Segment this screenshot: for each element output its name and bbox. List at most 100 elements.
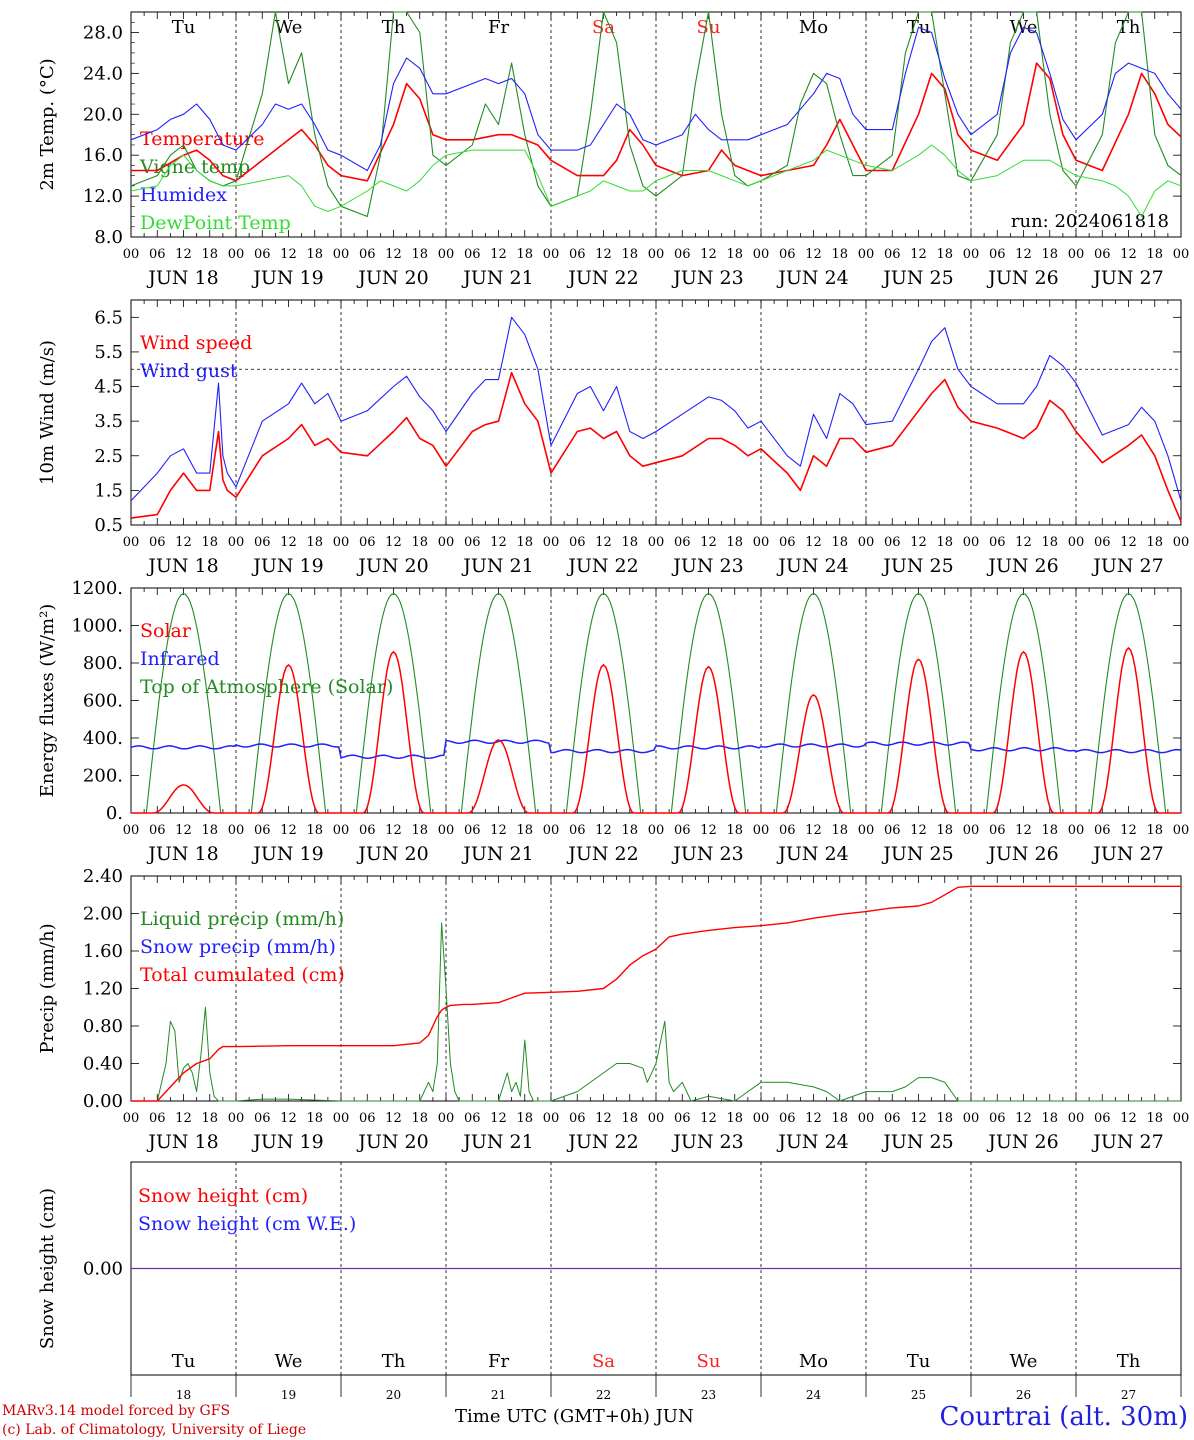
hour-label: 12 <box>700 1111 717 1126</box>
hour-label: 00 <box>543 247 560 262</box>
series-humidex <box>130 26 1182 172</box>
y-tick-label: 24.0 <box>83 63 123 84</box>
hour-label: 18 <box>726 823 743 838</box>
y-axis-label: 10m Wind (m/s) <box>37 340 58 485</box>
hour-label: 18 <box>201 1111 218 1126</box>
hour-label: 00 <box>228 247 245 262</box>
hour-label: 00 <box>228 823 245 838</box>
day-name: Th <box>1117 17 1141 38</box>
date-label: JUN 26 <box>986 1131 1058 1153</box>
hour-label: 18 <box>1146 535 1163 550</box>
day-name: We <box>275 1351 303 1372</box>
hour-label: 06 <box>989 1111 1006 1126</box>
hour-label: 00 <box>333 1111 350 1126</box>
y-tick-label: 0.80 <box>83 1016 123 1037</box>
day-name: Tu <box>907 1351 931 1372</box>
date-label: JUN 20 <box>356 267 428 289</box>
legend-entry: Snow height (cm) <box>138 1185 308 1207</box>
date-label: JUN 25 <box>881 555 953 577</box>
date-label: JUN 19 <box>251 1131 323 1153</box>
y-tick-label: 16.0 <box>83 145 123 166</box>
day-name: Tu <box>172 17 196 38</box>
hour-label: 12 <box>910 1111 927 1126</box>
y-tick-label: 6.5 <box>94 307 123 328</box>
day-name: We <box>1010 1351 1038 1372</box>
y-tick-label: 28.0 <box>83 22 123 43</box>
y-tick-label: 1.20 <box>83 979 123 1000</box>
hour-label: 12 <box>700 823 717 838</box>
date-label: JUN 24 <box>776 267 848 289</box>
hour-label: 00 <box>543 1111 560 1126</box>
day-number: 26 <box>1016 1388 1031 1402</box>
hour-label: 06 <box>464 247 481 262</box>
hour-label: 06 <box>149 247 166 262</box>
hour-label: 18 <box>1041 1111 1058 1126</box>
station-name: Courtrai (alt. 30m) <box>939 1402 1189 1432</box>
hour-label: 00 <box>648 247 665 262</box>
hour-label: 06 <box>254 535 271 550</box>
day-number: 20 <box>386 1388 401 1402</box>
y-axis-label: Precip (mm/h) <box>37 923 58 1053</box>
hour-label: 18 <box>516 535 533 550</box>
date-label: JUN 19 <box>251 843 323 865</box>
y-tick-label: 0. <box>106 803 123 824</box>
hour-label: 12 <box>385 823 402 838</box>
hour-label: 12 <box>1015 535 1032 550</box>
hour-label: 06 <box>1094 823 1111 838</box>
hour-label: 00 <box>123 535 140 550</box>
date-label: JUN 19 <box>251 267 323 289</box>
run-label: run: 2024061818 <box>1011 211 1169 232</box>
hour-label: 06 <box>359 1111 376 1126</box>
day-name: Th <box>1117 1351 1141 1372</box>
hour-label: 18 <box>936 535 953 550</box>
day-number: 24 <box>806 1388 822 1402</box>
hour-label: 00 <box>333 247 350 262</box>
y-tick-label: 200. <box>83 766 123 787</box>
hour-label: 00 <box>963 823 980 838</box>
date-label: JUN 23 <box>671 555 743 577</box>
legend-entry: Wind speed <box>140 332 252 354</box>
date-label: JUN 26 <box>986 555 1058 577</box>
hour-label: 00 <box>753 535 770 550</box>
series-solar <box>131 646 1181 814</box>
day-number: 22 <box>596 1388 611 1402</box>
hour-label: 12 <box>490 1111 507 1126</box>
hour-label: 12 <box>700 247 717 262</box>
hour-label: 06 <box>1094 1111 1111 1126</box>
hour-label: 00 <box>438 247 455 262</box>
hour-label: 00 <box>963 247 980 262</box>
hour-label: 00 <box>1068 247 1085 262</box>
hour-label: 06 <box>989 535 1006 550</box>
hour-label: 18 <box>1146 823 1163 838</box>
series-wind-speed <box>130 371 1182 522</box>
hour-label: 18 <box>726 535 743 550</box>
hour-label: 06 <box>884 535 901 550</box>
day-name: We <box>275 17 303 38</box>
y-tick-label: 1200. <box>71 578 123 599</box>
hour-label: 06 <box>779 823 796 838</box>
y-tick-label: 2.00 <box>83 904 123 925</box>
day-number: 19 <box>281 1388 296 1402</box>
date-label: JUN 25 <box>881 267 953 289</box>
hour-label: 12 <box>175 535 192 550</box>
hour-label: 18 <box>1041 823 1058 838</box>
day-name: Mo <box>799 17 828 38</box>
y-tick-label: 20.0 <box>83 104 123 125</box>
legend-entry: Total cumulated (cm) <box>140 964 345 986</box>
y-tick-label: 600. <box>83 691 123 712</box>
date-label: JUN 18 <box>146 1131 218 1153</box>
legend-entry: Wind gust <box>140 360 238 382</box>
legend-entry: Solar <box>140 620 192 642</box>
hour-label: 00 <box>1068 1111 1085 1126</box>
hour-label: 18 <box>726 247 743 262</box>
hour-label: 06 <box>989 247 1006 262</box>
series-total-cumulated-cm- <box>131 885 1181 1102</box>
hour-label: 18 <box>306 247 323 262</box>
hour-label: 18 <box>621 823 638 838</box>
hour-label: 00 <box>123 1111 140 1126</box>
hour-label: 12 <box>490 247 507 262</box>
day-name: Th <box>382 1351 406 1372</box>
hour-label: 12 <box>175 1111 192 1126</box>
y-axis-label: Energy fluxes (W/m²) <box>37 604 58 798</box>
